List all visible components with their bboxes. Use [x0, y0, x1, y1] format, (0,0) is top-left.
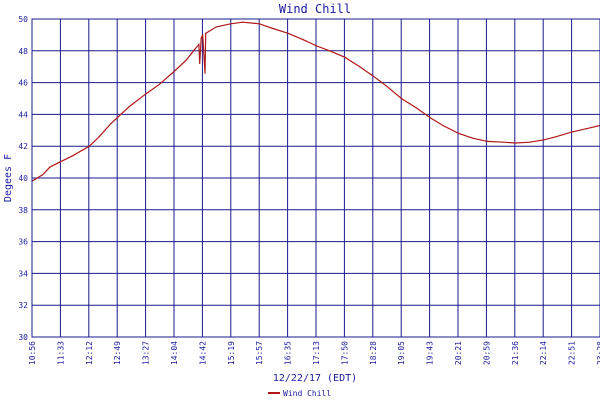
x-axis-ticks: 10:56 11:33 12:12 12:49 13:27 14:04 14:42 15:19…	[28, 341, 600, 365]
data-point	[199, 62, 201, 65]
data-point	[529, 141, 531, 143]
x-tick-label: 15:57	[255, 341, 264, 365]
data-point	[205, 32, 207, 34]
data-point	[543, 139, 545, 141]
y-tick-label: 32	[18, 301, 28, 310]
data-point	[198, 43, 200, 46]
x-tick-label: 16:35	[284, 341, 293, 365]
data-point	[329, 50, 331, 52]
data-point	[88, 145, 90, 147]
x-tick-label: 15:19	[227, 341, 236, 365]
y-tick-label: 50	[18, 15, 28, 24]
data-point	[472, 137, 474, 139]
data-point	[429, 117, 431, 119]
data-point	[110, 123, 112, 125]
x-tick-label: 12:12	[85, 341, 94, 365]
data-point	[204, 72, 206, 74]
x-tick-label: 11:33	[56, 341, 65, 365]
series-layer	[31, 21, 600, 182]
x-tick-label: 17:50	[340, 341, 349, 365]
y-axis-label: Degees F	[3, 154, 14, 202]
chart-title: Wind Chill	[279, 2, 351, 16]
y-axis-ticks: 30 32 34 36 38 40 42 44 46 48 50	[18, 15, 28, 342]
x-tick-label: 20:59	[482, 341, 491, 365]
data-point	[258, 23, 260, 25]
y-tick-label: 36	[18, 238, 28, 247]
data-point	[486, 140, 489, 142]
y-tick-label: 38	[18, 206, 28, 215]
y-tick-label: 46	[18, 79, 28, 88]
legend-label: Wind Chill	[283, 389, 331, 398]
x-tick-label: 19:05	[397, 341, 406, 365]
x-tick-label: 20:21	[454, 341, 463, 365]
x-tick-label: 14:42	[198, 341, 207, 365]
data-point	[116, 117, 118, 119]
data-point	[571, 131, 573, 133]
y-tick-label: 30	[18, 333, 28, 342]
y-tick-label: 34	[18, 269, 28, 278]
data-point	[49, 166, 51, 168]
data-point	[230, 23, 232, 25]
data-point	[514, 142, 517, 144]
data-point	[555, 136, 557, 138]
data-point	[185, 59, 187, 61]
data-point	[215, 26, 217, 28]
data-point	[372, 75, 374, 77]
data-point	[128, 105, 130, 108]
x-tick-label: 17:13	[312, 341, 321, 365]
data-point	[502, 141, 504, 143]
data-point	[287, 32, 289, 34]
data-point	[145, 93, 147, 95]
data-point	[272, 27, 274, 30]
x-axis-label: 12/22/17 (EDT)	[273, 373, 357, 384]
y-tick-label: 44	[18, 110, 28, 119]
data-point	[359, 66, 361, 68]
data-point	[302, 39, 304, 41]
x-tick-label: 12:49	[113, 341, 122, 365]
x-tick-label: 21:36	[511, 341, 520, 365]
data-point	[173, 70, 175, 73]
data-point	[202, 34, 204, 36]
data-point	[59, 161, 61, 163]
data-point	[200, 37, 202, 39]
data-point	[193, 50, 195, 52]
data-point	[344, 56, 346, 58]
x-tick-label: 23:28	[596, 341, 600, 365]
data-point	[585, 128, 588, 130]
data-point	[242, 21, 244, 23]
x-tick-label: 10:56	[28, 341, 37, 365]
legend: Wind Chill	[268, 389, 331, 398]
data-point	[42, 174, 44, 176]
y-tick-label: 40	[18, 174, 28, 183]
y-tick-label: 48	[18, 47, 28, 56]
data-point	[458, 132, 460, 135]
x-tick-label: 22:14	[539, 341, 548, 365]
data-point	[159, 83, 161, 85]
x-tick-label: 19:43	[426, 341, 435, 365]
data-point	[415, 107, 418, 109]
grid	[31, 18, 600, 338]
x-tick-label: 14:04	[170, 341, 179, 365]
x-tick-label: 22:51	[568, 341, 577, 365]
data-point	[400, 97, 402, 100]
plot-frame	[31, 18, 600, 338]
x-tick-label: 18:28	[369, 341, 378, 365]
data-point	[316, 45, 318, 47]
data-point	[385, 85, 387, 87]
data-point	[442, 124, 444, 127]
data-point	[98, 136, 100, 138]
y-tick-label: 42	[18, 142, 28, 151]
x-tick-label: 13:27	[142, 341, 151, 365]
data-point	[72, 155, 74, 157]
